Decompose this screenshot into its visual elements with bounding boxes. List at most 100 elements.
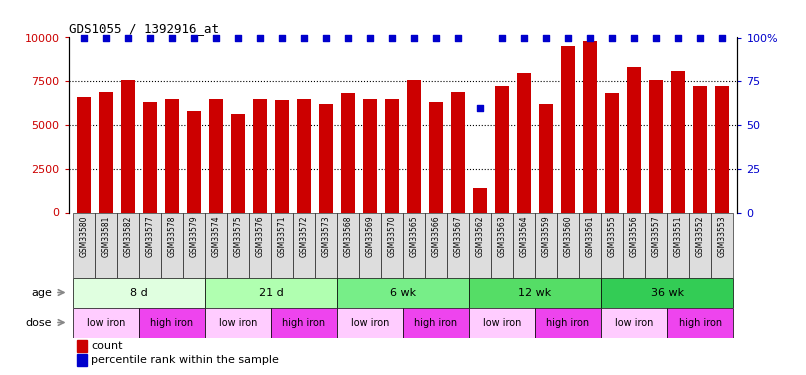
Bar: [451, 92, 464, 213]
FancyBboxPatch shape: [73, 278, 205, 308]
FancyBboxPatch shape: [161, 213, 183, 278]
Point: [122, 34, 135, 40]
Bar: [276, 100, 289, 213]
FancyBboxPatch shape: [403, 213, 425, 278]
Bar: [430, 102, 442, 213]
FancyBboxPatch shape: [205, 308, 271, 338]
Point: [276, 34, 289, 40]
Text: high iron: high iron: [546, 318, 590, 327]
FancyBboxPatch shape: [711, 213, 733, 278]
Text: GSM33552: GSM33552: [696, 216, 704, 257]
Text: GSM33563: GSM33563: [497, 216, 506, 257]
Bar: [562, 46, 575, 213]
Text: GDS1055 / 1392916_at: GDS1055 / 1392916_at: [69, 22, 218, 35]
FancyBboxPatch shape: [205, 213, 227, 278]
Text: GSM33570: GSM33570: [388, 216, 397, 257]
FancyBboxPatch shape: [535, 308, 601, 338]
Point: [451, 34, 464, 40]
Bar: [297, 99, 310, 213]
Text: high iron: high iron: [414, 318, 458, 327]
Text: dose: dose: [25, 318, 52, 327]
Text: low iron: low iron: [615, 318, 653, 327]
Text: high iron: high iron: [679, 318, 721, 327]
Bar: [496, 87, 509, 213]
Bar: [385, 99, 399, 213]
FancyBboxPatch shape: [623, 213, 645, 278]
FancyBboxPatch shape: [601, 308, 667, 338]
Bar: [99, 92, 113, 213]
Text: GSM33564: GSM33564: [520, 216, 529, 257]
Text: GSM33571: GSM33571: [277, 216, 286, 257]
FancyBboxPatch shape: [535, 213, 557, 278]
Text: 6 wk: 6 wk: [390, 288, 416, 297]
Bar: [342, 93, 355, 213]
Text: GSM33560: GSM33560: [563, 216, 572, 257]
Text: GSM33551: GSM33551: [674, 216, 683, 257]
FancyBboxPatch shape: [667, 308, 733, 338]
Text: GSM33565: GSM33565: [409, 216, 418, 257]
Text: GSM33562: GSM33562: [476, 216, 484, 257]
Point: [99, 34, 112, 40]
Point: [319, 34, 332, 40]
FancyBboxPatch shape: [469, 213, 491, 278]
Point: [210, 34, 222, 40]
FancyBboxPatch shape: [117, 213, 139, 278]
FancyBboxPatch shape: [513, 213, 535, 278]
Bar: [187, 111, 201, 213]
FancyBboxPatch shape: [381, 213, 403, 278]
FancyBboxPatch shape: [645, 213, 667, 278]
Text: GSM33582: GSM33582: [123, 216, 132, 257]
Text: percentile rank within the sample: percentile rank within the sample: [91, 355, 279, 365]
Text: low iron: low iron: [218, 318, 257, 327]
Text: GSM33573: GSM33573: [322, 216, 330, 257]
Text: GSM33580: GSM33580: [80, 216, 89, 257]
FancyBboxPatch shape: [271, 308, 337, 338]
Point: [474, 105, 487, 111]
Text: low iron: low iron: [87, 318, 125, 327]
Text: GSM33557: GSM33557: [651, 216, 661, 257]
FancyBboxPatch shape: [337, 213, 359, 278]
Bar: [671, 71, 684, 213]
Point: [716, 34, 729, 40]
Bar: [584, 41, 596, 213]
Bar: [231, 114, 244, 213]
Text: GSM33559: GSM33559: [542, 216, 550, 257]
Text: 8 d: 8 d: [130, 288, 147, 297]
Text: GSM33561: GSM33561: [585, 216, 595, 257]
Text: GSM33581: GSM33581: [102, 216, 110, 257]
Point: [408, 34, 421, 40]
Point: [671, 34, 684, 40]
Text: 12 wk: 12 wk: [518, 288, 551, 297]
Bar: [716, 87, 729, 213]
Point: [539, 34, 552, 40]
Text: GSM33575: GSM33575: [234, 216, 243, 257]
Text: high iron: high iron: [282, 318, 326, 327]
FancyBboxPatch shape: [403, 308, 469, 338]
FancyBboxPatch shape: [73, 213, 95, 278]
Bar: [364, 99, 376, 213]
Bar: [143, 102, 156, 213]
Point: [77, 34, 90, 40]
Text: count: count: [91, 341, 123, 351]
Text: GSM33555: GSM33555: [608, 216, 617, 257]
Text: GSM33572: GSM33572: [300, 216, 309, 257]
Point: [650, 34, 663, 40]
Bar: [517, 72, 530, 213]
FancyBboxPatch shape: [447, 213, 469, 278]
Bar: [627, 67, 641, 213]
FancyBboxPatch shape: [73, 308, 139, 338]
Bar: [473, 188, 487, 213]
FancyBboxPatch shape: [601, 213, 623, 278]
Text: GSM33566: GSM33566: [431, 216, 441, 257]
Bar: [253, 99, 267, 213]
Text: 21 d: 21 d: [259, 288, 284, 297]
FancyBboxPatch shape: [293, 213, 315, 278]
FancyBboxPatch shape: [139, 213, 161, 278]
FancyBboxPatch shape: [425, 213, 447, 278]
Point: [605, 34, 618, 40]
Text: GSM33569: GSM33569: [365, 216, 375, 257]
Bar: [605, 93, 619, 213]
FancyBboxPatch shape: [315, 213, 337, 278]
FancyBboxPatch shape: [337, 278, 469, 308]
Bar: [77, 97, 90, 213]
